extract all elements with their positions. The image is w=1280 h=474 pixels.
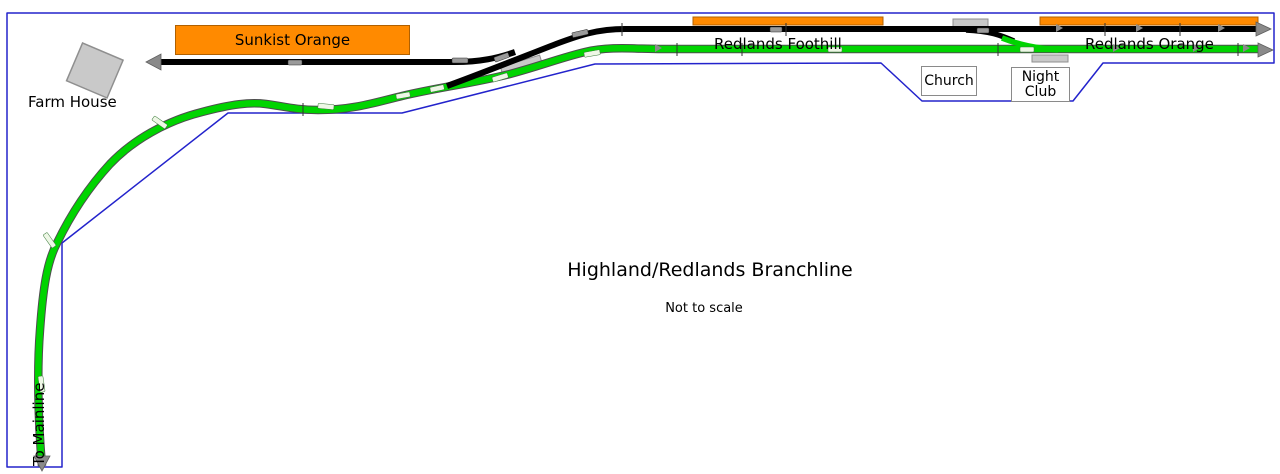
benchwork-outline [6, 12, 1275, 468]
track-end-arrow-right-black [1255, 21, 1272, 37]
diagram-title: Highland/Redlands Branchline [567, 259, 853, 281]
foothill-track [445, 26, 1262, 89]
industry-structure-orange [1039, 16, 1259, 26]
redlands-orange-label: Redlands Orange [1085, 35, 1214, 53]
night-club-label-line2: Club [1024, 83, 1057, 100]
church-label: Church [924, 72, 974, 89]
track-end-arrow-left [145, 53, 162, 71]
to-mainline-label: To Mainline [30, 382, 48, 466]
track-end-arrows [33, 21, 1274, 472]
sunkist-orange-label: Sunkist Orange [234, 31, 351, 49]
scale-note: Not to scale [665, 301, 743, 316]
track-end-arrow-bottom-green [33, 455, 51, 472]
track-pennant-markers [655, 24, 1250, 52]
farm-house-structure [65, 42, 125, 99]
branchline-track [35, 45, 1262, 467]
sunkist-orange-box: Sunkist Orange [175, 25, 410, 55]
track-end-arrow-right-green [1257, 42, 1274, 58]
track-part-chips [37, 26, 1035, 393]
redlands-foothill-label: Redlands Foothill [714, 35, 842, 53]
farm-house-label: Farm House [28, 93, 117, 111]
night-club-label-line1: Night [1021, 68, 1060, 85]
industry-structure-foothill [692, 16, 884, 26]
church-box: Church [921, 66, 977, 96]
branchline-track-underlay [34, 44, 1262, 467]
trackside-structure-north [952, 18, 989, 28]
trackside-structure-south [1031, 54, 1069, 63]
night-club-box: Night Club [1011, 67, 1070, 102]
rail-joint-ticks [302, 23, 1239, 116]
crossover-track-green-leg [1001, 35, 1059, 53]
